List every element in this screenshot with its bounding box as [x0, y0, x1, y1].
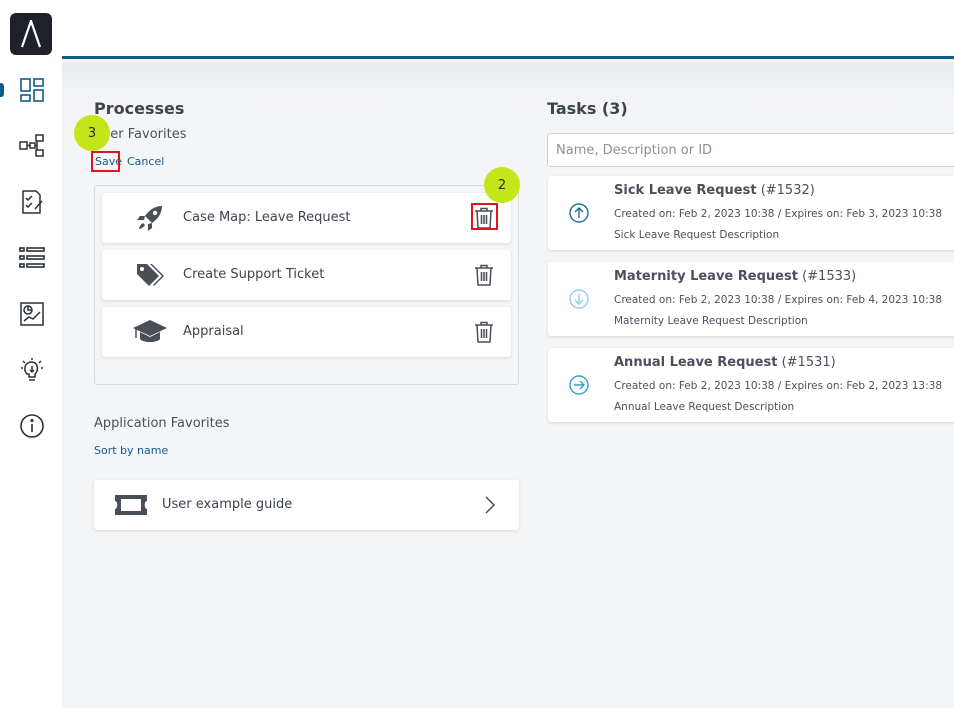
ticket-icon: [114, 494, 148, 520]
task-title: Annual Leave Request (#1531): [614, 355, 836, 370]
task-id: (#1533): [802, 269, 857, 284]
save-highlight-box: [91, 151, 120, 172]
save-button[interactable]: Save: [95, 155, 123, 168]
application-favorites-label: Application Favorites: [94, 416, 230, 431]
app-favorite-item[interactable]: User example guide: [94, 480, 519, 530]
task-search-input[interactable]: [547, 133, 954, 167]
task-id: (#1532): [760, 183, 815, 198]
step-badge-save: 3: [74, 115, 110, 151]
task-title: Maternity Leave Request (#1533): [614, 269, 856, 284]
trash-icon[interactable]: [473, 262, 495, 288]
favorite-item[interactable]: Create Support Ticket: [102, 250, 511, 300]
top-header-bar: [62, 0, 954, 59]
app-favorite-label: User example guide: [162, 497, 293, 512]
sort-by-name-link[interactable]: Sort by name: [94, 444, 169, 457]
lambda-logo-icon[interactable]: [10, 13, 52, 55]
header-shadow: [62, 62, 954, 102]
arrow-up-circle-icon: [568, 202, 590, 224]
favorite-item[interactable]: Case Map: Leave Request: [102, 193, 511, 243]
favorite-label: Create Support Ticket: [183, 267, 325, 282]
active-nav-indicator: [0, 83, 4, 97]
info-icon[interactable]: [18, 412, 46, 440]
favorite-label: Case Map: Leave Request: [183, 210, 351, 225]
task-dates: Created on: Feb 2, 2023 10:38 / Expires …: [614, 208, 943, 220]
task-item[interactable]: Annual Leave Request (#1531) Created on:…: [548, 348, 954, 422]
tasks-checklist-icon[interactable]: [18, 188, 46, 216]
tasks-title: Tasks (3): [547, 99, 628, 118]
arrow-right-circle-icon: [568, 374, 590, 396]
rocket-icon: [132, 203, 168, 233]
report-chart-icon[interactable]: [18, 300, 46, 328]
task-id: (#1531): [781, 355, 836, 370]
chevron-right-icon: [484, 496, 496, 518]
process-map-icon[interactable]: [18, 132, 46, 160]
user-favorites-label: User Favorites: [94, 127, 187, 142]
favorite-item[interactable]: Appraisal: [102, 307, 511, 357]
trash-icon[interactable]: [473, 319, 495, 345]
arrow-down-circle-icon: [568, 288, 590, 310]
cancel-button[interactable]: Cancel: [127, 155, 165, 168]
delete-highlight-box: [471, 203, 498, 230]
dashboard-icon[interactable]: [18, 76, 46, 104]
task-name: Sick Leave Request: [614, 183, 757, 198]
task-dates: Created on: Feb 2, 2023 10:38 / Expires …: [614, 380, 943, 392]
tags-icon: [132, 260, 168, 290]
task-name: Maternity Leave Request: [614, 269, 798, 284]
task-item[interactable]: Sick Leave Request (#1532) Created on: F…: [548, 176, 954, 250]
task-title: Sick Leave Request (#1532): [614, 183, 815, 198]
graduation-cap-icon: [132, 317, 168, 347]
step-badge-delete: 2: [484, 167, 520, 203]
sidebar: [0, 0, 62, 708]
processes-title: Processes: [94, 99, 185, 118]
task-name: Annual Leave Request: [614, 355, 778, 370]
favorite-label: Appraisal: [183, 324, 244, 339]
task-description: Maternity Leave Request Description: [614, 315, 808, 327]
task-dates: Created on: Feb 2, 2023 10:38 / Expires …: [614, 294, 943, 306]
task-description: Sick Leave Request Description: [614, 229, 780, 241]
task-item[interactable]: Maternity Leave Request (#1533) Created …: [548, 262, 954, 336]
lightbulb-icon[interactable]: [18, 356, 46, 384]
list-icon[interactable]: [18, 244, 46, 272]
task-description: Annual Leave Request Description: [614, 401, 795, 413]
